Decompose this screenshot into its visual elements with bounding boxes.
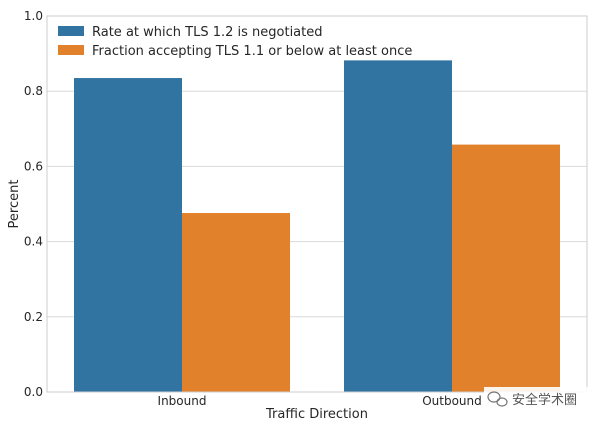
legend: Rate at which TLS 1.2 is negotiated Frac…	[58, 25, 412, 59]
x-tick-label-outbound: Outbound	[422, 394, 482, 408]
watermark-text: 安全学术圈	[512, 392, 577, 408]
y-tick-label: 1.0	[24, 9, 43, 23]
y-tick-label: 0.2	[24, 310, 43, 324]
x-axis-label: Traffic Direction	[265, 407, 368, 422]
y-axis-label: Percent	[7, 180, 22, 229]
bar-outbound-series-1	[344, 60, 452, 392]
legend-label-series-2: Fraction accepting TLS 1.1 or below at l…	[92, 44, 412, 59]
bar-inbound-series-1	[74, 78, 182, 392]
bar-outbound-series-2	[452, 144, 560, 392]
y-tick-label: 0.6	[24, 159, 43, 173]
plot-frame	[46, 15, 588, 393]
legend-swatch-series-1	[58, 26, 84, 36]
x-tick-labels: Inbound Outbound	[158, 394, 482, 408]
y-tick-label: 0.8	[24, 84, 43, 98]
bars	[74, 60, 560, 392]
y-tick-label: 0.0	[24, 385, 43, 399]
legend-label-series-1: Rate at which TLS 1.2 is negotiated	[92, 25, 323, 40]
y-tick-label: 0.4	[24, 235, 43, 249]
x-tick-label-inbound: Inbound	[158, 394, 207, 408]
bar-inbound-series-2	[182, 213, 290, 392]
watermark: 安全学术圈	[484, 387, 596, 411]
legend-swatch-series-2	[58, 45, 84, 55]
y-tick-labels: 0.0 0.2 0.4 0.6 0.8 1.0	[24, 9, 43, 399]
watermark-backdrop	[484, 387, 596, 411]
wechat-icon	[487, 391, 508, 407]
